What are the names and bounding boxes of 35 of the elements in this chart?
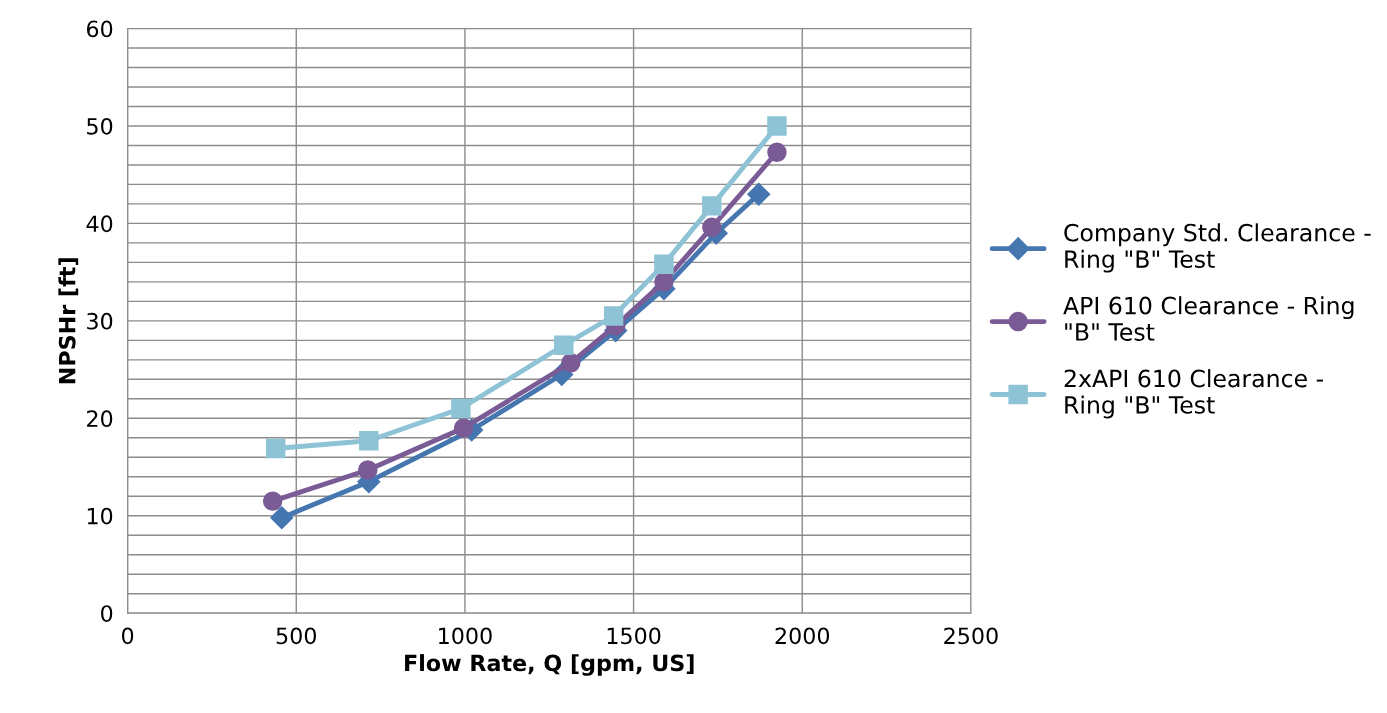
- point: [561, 353, 581, 373]
- point: [654, 272, 674, 292]
- y-tick-label: 40: [86, 215, 113, 233]
- y-tick-label: 50: [87, 117, 113, 135]
- point: [358, 460, 378, 480]
- x-tick-label: 1000: [439, 627, 492, 645]
- point: [767, 142, 787, 162]
- y-tick-label: 60: [86, 20, 113, 38]
- point: [265, 438, 286, 459]
- x-tick-label: 2000: [775, 627, 830, 645]
- y-tick-label: 30: [87, 312, 113, 330]
- legend-label: 2xAPI 610 Clearance - Ring "B" Test: [1064, 369, 1323, 419]
- legend-label: Company Std. Clearance - Ring "B" Test: [1064, 223, 1371, 273]
- y-tick-label: 20: [87, 410, 113, 428]
- y-tick-label: 10: [87, 507, 113, 525]
- point: [767, 116, 787, 136]
- x-axis-title: Flow Rate, Q [gpm, US]: [405, 654, 694, 676]
- x-tick-label: 500: [276, 627, 316, 645]
- point: [270, 506, 294, 530]
- point: [262, 491, 283, 511]
- point: [603, 306, 624, 326]
- point: [747, 182, 771, 206]
- x-tick-label: 1500: [607, 627, 661, 645]
- point: [554, 335, 574, 355]
- point: [453, 418, 474, 438]
- point: [654, 254, 674, 275]
- point: [702, 217, 722, 238]
- point: [451, 398, 471, 419]
- point: [359, 430, 379, 451]
- point: [702, 196, 722, 216]
- y-tick-label: 0: [101, 605, 113, 622]
- x-tick-label: 0: [122, 627, 134, 645]
- x-tick-label: 2500: [944, 627, 998, 645]
- legend-label: API 610 Clearance - Ring "B" Test: [1063, 296, 1354, 341]
- y-axis-title: NPSHr [ft]: [58, 258, 79, 384]
